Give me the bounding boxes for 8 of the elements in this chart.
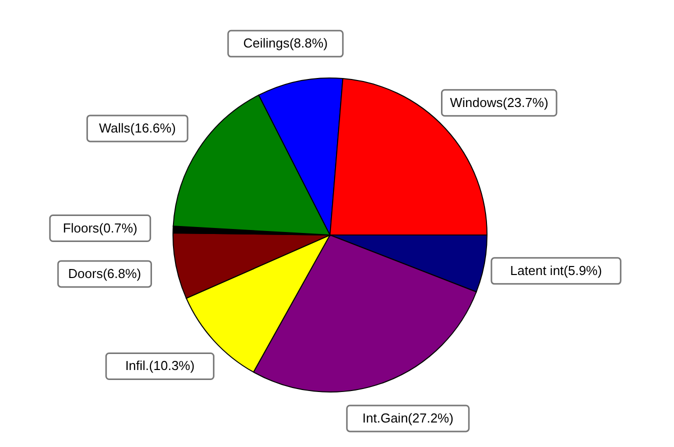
slice-label: Int.Gain(27.2%) xyxy=(362,410,454,426)
slice-label: Infil.(10.3%) xyxy=(125,358,195,374)
slice-label: Ceilings(8.8%) xyxy=(243,36,328,51)
slice-label: Doors(6.8%) xyxy=(68,266,142,281)
slice-label: Walls(16.6%) xyxy=(98,120,176,136)
slice-label: Floors(0.7%) xyxy=(62,220,138,236)
slice-label: Windows(23.7%) xyxy=(450,94,548,110)
slice-label: Latent int(5.9%) xyxy=(510,262,602,278)
